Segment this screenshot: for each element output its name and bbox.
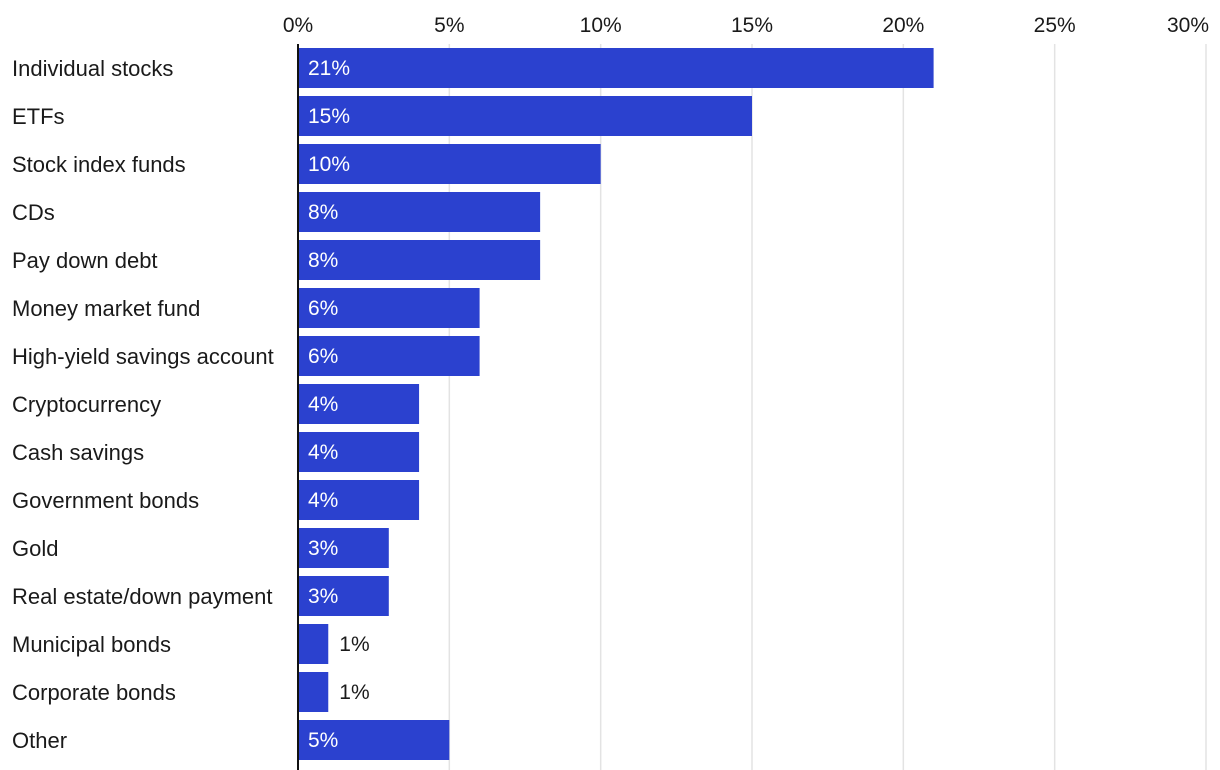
bar [298,576,389,616]
x-axis-ticks: 0% 5% 10% 15% 20% 25% 30% [283,14,1209,37]
category-label: ETFs [12,104,65,129]
value-label: 6% [308,297,338,320]
category-label: Pay down debt [12,248,158,273]
x-tick-label: 0% [283,14,313,37]
value-label: 4% [308,489,338,512]
category-label: Real estate/down payment [12,584,273,609]
category-label: Corporate bonds [12,680,176,705]
bar [298,384,420,424]
value-label: 15% [308,105,350,128]
value-label: 1% [339,681,369,704]
value-label: 8% [308,249,338,272]
value-label: 4% [308,441,338,464]
x-tick-label: 5% [434,14,464,37]
value-label: 10% [308,153,350,176]
category-label: Money market fund [12,296,200,321]
category-label: Other [12,728,67,753]
bar [298,624,329,664]
gridlines [448,44,1207,770]
bar [298,672,329,712]
category-label: CDs [12,200,55,225]
bar [298,96,752,136]
bar [298,336,480,376]
value-label: 4% [308,393,338,416]
category-label: Gold [12,536,58,561]
category-label: Individual stocks [12,56,173,81]
bar [298,240,541,280]
x-tick-label: 25% [1034,14,1076,37]
category-label: Municipal bonds [12,632,171,657]
bar [298,288,480,328]
bar [298,144,601,184]
bar [298,480,420,520]
bar [298,48,934,88]
value-label: 3% [308,585,338,608]
value-label: 6% [308,345,338,368]
value-label: 3% [308,537,338,560]
category-label: Cryptocurrency [12,392,161,417]
bar [298,432,420,472]
x-tick-label: 30% [1167,14,1209,37]
category-label: Government bonds [12,488,199,513]
value-label: 5% [308,729,338,752]
category-label: Cash savings [12,440,144,465]
value-labels: 21% 15% 10% 8% 8% 6% 6% 4% 4% 4% 3% 3% 1% 1% 5% [308,57,370,752]
category-label: High-yield savings account [12,344,274,369]
x-tick-label: 20% [882,14,924,37]
bar [298,528,389,568]
value-label: 1% [339,633,369,656]
value-label: 8% [308,201,338,224]
category-labels: Individual stocks ETFs Stock index funds CD… [12,56,274,753]
bar [298,720,450,760]
category-label: Stock index funds [12,152,186,177]
bar [298,192,541,232]
x-tick-label: 10% [580,14,622,37]
x-tick-label: 15% [731,14,773,37]
value-label: 21% [308,57,350,80]
bars [298,48,934,760]
